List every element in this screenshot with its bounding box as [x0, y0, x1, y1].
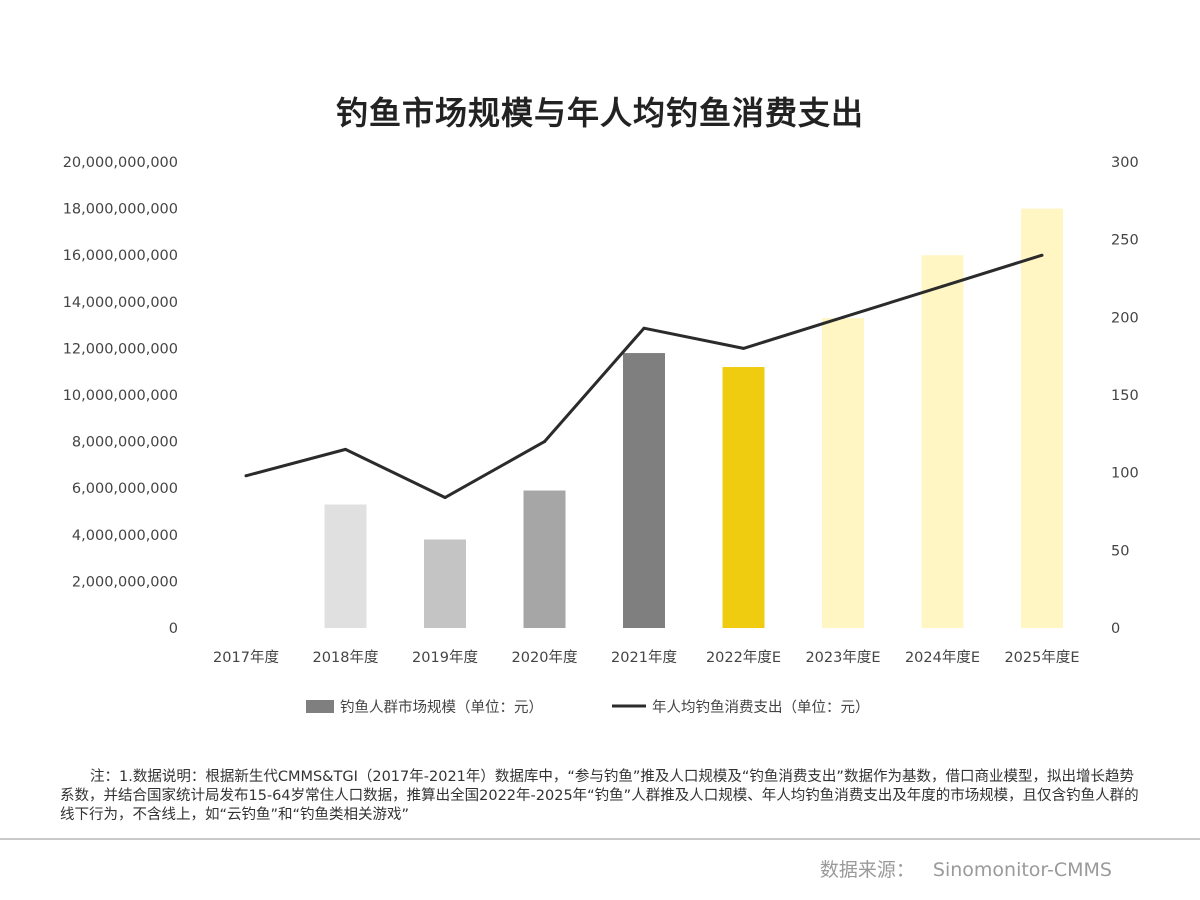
left-axis: 0 2,000,000,000 4,000,000,000 6,000,000,000…	[63, 155, 178, 637]
right-tick-label: 150	[1111, 388, 1139, 404]
x-tick-label: 2025年度E	[1004, 649, 1079, 666]
left-tick-label: 4,000,000,000	[72, 528, 178, 544]
x-tick-label: 2018年度	[313, 649, 379, 666]
legend: 钓鱼人群市场规模（单位：元） 年人均钓鱼消费支出（单位：元）	[306, 698, 870, 716]
line-point	[642, 326, 646, 330]
footer-divider	[0, 838, 1200, 840]
line-point	[543, 440, 546, 444]
line-point	[841, 315, 845, 319]
x-tick-label: 2023年度E	[805, 649, 880, 666]
x-tick-label: 2021年度	[611, 649, 677, 666]
right-tick-label: 100	[1111, 466, 1139, 482]
chart-canvas: 0 2,000,000,000 4,000,000,000 6,000,000,000…	[63, 155, 1139, 716]
right-axis: 0 50 100 150 200 250 300	[1111, 155, 1139, 637]
source-attribution: 数据来源： Sinomonitor-CMMS	[820, 855, 1130, 882]
left-tick-label: 20,000,000,000	[63, 155, 178, 171]
left-tick-label: 2,000,000,000	[72, 574, 178, 590]
left-tick-label: 16,000,000,000	[63, 248, 178, 264]
source-label: 数据来源：	[819, 859, 915, 881]
left-tick-label: 18,000,000,000	[63, 202, 178, 218]
bar	[523, 490, 566, 628]
right-tick-label: 200	[1111, 310, 1139, 326]
line-point	[344, 447, 347, 451]
x-tick-label: 2017年度	[213, 649, 279, 666]
bar-series	[324, 208, 1063, 628]
bar	[722, 367, 765, 628]
chart-title: 钓鱼市场规模与年人均钓鱼消费支出	[335, 94, 864, 132]
x-axis: 2017年度 2018年度 2019年度 2020年度 2021年度 2022年度E 202…	[213, 649, 1079, 666]
line-point	[742, 346, 745, 350]
x-tick-label: 2020年度	[512, 649, 578, 666]
legend-swatch-bar	[306, 700, 334, 713]
line-series	[244, 253, 1044, 500]
legend-label-line: 年人均钓鱼消费支出（单位：元）	[652, 698, 870, 716]
bar	[623, 353, 665, 628]
x-tick-label: 2024年度E	[905, 649, 980, 666]
legend-label-bar: 钓鱼人群市场规模（单位：元）	[340, 698, 543, 716]
data-note: 注：1.数据说明：根据新生代CMMS&TGI（2017年-2021年）数据库中，…	[60, 769, 1139, 823]
left-tick-label: 14,000,000,000	[63, 295, 178, 311]
right-tick-label: 250	[1111, 233, 1139, 249]
bar	[1021, 208, 1063, 628]
right-tick-label: 300	[1111, 155, 1139, 171]
line-point	[941, 284, 944, 288]
left-tick-label: 6,000,000,000	[72, 481, 178, 497]
x-tick-label: 2022年度E	[706, 649, 781, 666]
source-value: Sinomonitor-CMMS	[932, 859, 1112, 881]
left-tick-label: 12,000,000,000	[63, 341, 178, 357]
right-tick-label: 50	[1111, 543, 1129, 559]
left-tick-label: 8,000,000,000	[72, 435, 178, 451]
line-point	[443, 496, 447, 500]
line-point	[1040, 253, 1044, 257]
left-tick-label: 0	[169, 621, 178, 637]
bar	[424, 539, 466, 628]
right-tick-label: 0	[1111, 621, 1120, 637]
bar	[921, 255, 964, 628]
left-tick-label: 10,000,000,000	[63, 388, 178, 404]
x-tick-label: 2019年度	[412, 649, 478, 666]
bar	[822, 318, 864, 628]
line-point	[244, 474, 248, 478]
bar	[324, 504, 367, 628]
